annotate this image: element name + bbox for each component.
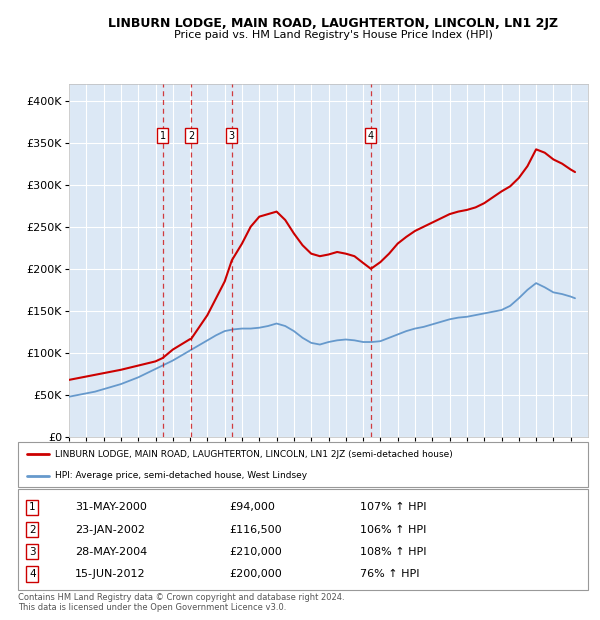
- Text: LINBURN LODGE, MAIN ROAD, LAUGHTERTON, LINCOLN, LN1 2JZ (semi-detached house): LINBURN LODGE, MAIN ROAD, LAUGHTERTON, L…: [55, 450, 453, 459]
- Text: 2: 2: [29, 525, 35, 534]
- Text: Price paid vs. HM Land Registry's House Price Index (HPI): Price paid vs. HM Land Registry's House …: [173, 30, 493, 40]
- Text: 1: 1: [29, 502, 35, 512]
- Text: 1: 1: [160, 131, 166, 141]
- Text: £94,000: £94,000: [229, 502, 275, 512]
- Text: 28-MAY-2004: 28-MAY-2004: [75, 547, 147, 557]
- Text: 15-JUN-2012: 15-JUN-2012: [75, 569, 146, 579]
- Text: 76% ↑ HPI: 76% ↑ HPI: [360, 569, 419, 579]
- Text: 4: 4: [29, 569, 35, 579]
- Text: 3: 3: [29, 547, 35, 557]
- Text: £116,500: £116,500: [229, 525, 281, 534]
- Text: 108% ↑ HPI: 108% ↑ HPI: [360, 547, 427, 557]
- Text: 2: 2: [188, 131, 194, 141]
- Text: 4: 4: [368, 131, 374, 141]
- Text: £200,000: £200,000: [229, 569, 281, 579]
- Text: Contains HM Land Registry data © Crown copyright and database right 2024.
This d: Contains HM Land Registry data © Crown c…: [18, 593, 344, 612]
- Text: £210,000: £210,000: [229, 547, 281, 557]
- Text: 106% ↑ HPI: 106% ↑ HPI: [360, 525, 427, 534]
- Text: LINBURN LODGE, MAIN ROAD, LAUGHTERTON, LINCOLN, LN1 2JZ: LINBURN LODGE, MAIN ROAD, LAUGHTERTON, L…: [108, 17, 558, 30]
- Text: 107% ↑ HPI: 107% ↑ HPI: [360, 502, 427, 512]
- Text: 31-MAY-2000: 31-MAY-2000: [75, 502, 147, 512]
- Text: 3: 3: [229, 131, 235, 141]
- Text: HPI: Average price, semi-detached house, West Lindsey: HPI: Average price, semi-detached house,…: [55, 471, 307, 480]
- Text: 23-JAN-2002: 23-JAN-2002: [75, 525, 145, 534]
